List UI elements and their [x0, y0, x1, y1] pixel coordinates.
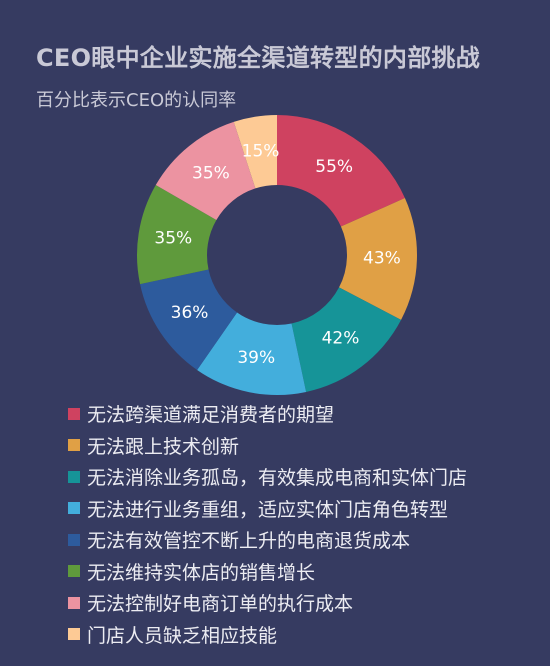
- legend-item: 无法消除业务孤岛，有效集成电商和实体门店: [68, 461, 467, 493]
- legend-swatch: [68, 407, 80, 420]
- slice-value-label: 42%: [322, 329, 360, 349]
- donut-slice: [291, 287, 402, 392]
- legend-swatch: [68, 565, 80, 578]
- legend-label: 无法控制好电商订单的执行成本: [87, 593, 354, 616]
- slice-value-label: 39%: [237, 348, 275, 368]
- legend-label: 门店人员缺乏相应技能: [87, 624, 278, 647]
- legend-label: 无法消除业务孤岛，有效集成电商和实体门店: [87, 467, 468, 490]
- slice-value-label: 15%: [242, 141, 280, 161]
- slice-value-label: 35%: [154, 229, 192, 249]
- chart-subtitle: 百分比表示CEO的认同率: [36, 90, 237, 111]
- slice-value-label: 43%: [363, 248, 401, 268]
- legend-item: 无法跨渠道满足消费者的期望: [68, 398, 467, 430]
- legend-item: 无法控制好电商订单的执行成本: [68, 587, 467, 619]
- donut-slice: [137, 185, 217, 285]
- donut-slice: [197, 312, 307, 395]
- slice-value-label: 36%: [171, 303, 209, 323]
- legend-item: 无法维持实体店的销售增长: [68, 556, 467, 588]
- legend-swatch: [68, 470, 80, 483]
- legend-label: 无法跨渠道满足消费者的期望: [87, 404, 335, 427]
- legend-label: 无法维持实体店的销售增长: [87, 561, 316, 584]
- slice-value-label: 55%: [315, 157, 353, 177]
- donut-slice: [277, 115, 405, 227]
- legend-swatch: [68, 439, 80, 452]
- legend-label: 无法有效管控不断上升的电商退货成本: [87, 530, 411, 553]
- legend-item: 无法跟上技术创新: [68, 430, 467, 462]
- donut-slice: [155, 121, 256, 220]
- legend-swatch: [68, 596, 80, 609]
- donut-slice: [233, 115, 277, 189]
- legend-swatch: [68, 533, 80, 546]
- slice-value-label: 35%: [192, 163, 230, 183]
- legend-item: 无法进行业务重组，适应实体门店角色转型: [68, 493, 467, 525]
- legend-item: 无法有效管控不断上升的电商退货成本: [68, 524, 467, 556]
- legend-swatch: [68, 502, 80, 515]
- donut-slice: [140, 269, 238, 370]
- legend-swatch: [68, 628, 80, 641]
- chart-legend: 无法跨渠道满足消费者的期望 无法跟上技术创新无法消除业务孤岛，有效集成电商和实体门…: [68, 398, 467, 650]
- legend-label: 无法跟上技术创新: [87, 435, 240, 458]
- chart-title: CEO眼中企业实施全渠道转型的内部挑战: [36, 44, 481, 72]
- donut-slice: [339, 198, 417, 320]
- donut-chart: 55% 43% 42% 39% 36% 35% 35% 15%: [137, 115, 417, 395]
- legend-item: 门店人员缺乏相应技能: [68, 619, 467, 651]
- legend-label: 无法进行业务重组，适应实体门店角色转型: [87, 498, 449, 521]
